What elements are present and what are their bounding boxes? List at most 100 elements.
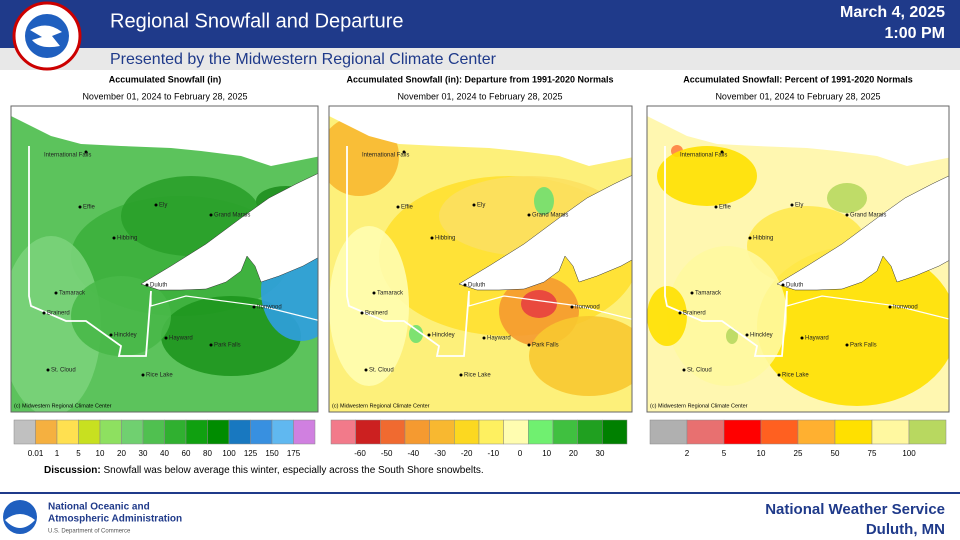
legend-swatch [250,419,273,445]
discussion-label: Discussion: [44,465,101,476]
city-label: Tamarack [377,291,404,297]
noaa-logo [3,500,37,534]
contour [161,296,301,376]
state-border [150,291,318,321]
city-dot [790,203,794,207]
city-dot [46,368,50,372]
city-label: Grand Marais [532,213,568,219]
legend-swatch [454,419,480,445]
legend-label: -40 [408,449,420,458]
city-label: Effie [719,205,732,211]
city-dot [527,343,531,347]
city-dot [682,368,686,372]
legend-label: 100 [902,449,916,458]
legend-swatch [142,419,165,445]
city-dot [209,343,213,347]
city-dot [164,336,168,340]
legend-label: -60 [354,449,366,458]
city-label: St. Cloud [51,368,76,374]
nws-logo [12,1,82,71]
city-dot [109,333,113,337]
city-label: International Falls [680,153,727,159]
city-label: Ironwood [575,305,600,311]
canada [647,106,949,166]
city-dot [141,373,145,377]
lake-superior [458,175,632,291]
legend-swatch [834,419,873,445]
copyright: (c) Midwestern Regional Climate Center [650,403,748,409]
map-fill [329,106,632,412]
city-label: Tamarack [695,291,722,297]
city-label: Hinckley [114,333,137,339]
panel-title: Accumulated Snowfall (in) [109,74,222,84]
legend-swatch [164,419,187,445]
city-label: Effie [401,205,414,211]
city-dot [112,236,116,240]
city-label: Hibbing [435,236,455,242]
time: 1:00 PM [885,25,945,42]
contour [667,246,787,386]
legend-swatch [355,419,381,445]
panel-period: November 01, 2024 to February 28, 2025 [715,91,880,101]
legend-swatch [602,419,628,445]
city-dot [570,305,574,309]
legend-label: 10 [757,449,766,458]
legend-label: 150 [265,449,279,458]
legend-label: -10 [488,449,500,458]
copyright: (c) Midwestern Regional Climate Center [332,403,430,409]
map: International Falls Effie Ely Grand Marais H… [10,105,319,413]
contour [657,146,757,206]
legend-label: -20 [461,449,473,458]
city-dot [459,373,463,377]
legend-label: 10 [542,449,551,458]
legend-swatch [13,419,36,445]
legend-swatch [723,419,762,445]
city-label: International Falls [44,153,91,159]
city-dot [396,205,400,209]
legend-swatch [228,419,251,445]
legend-swatch [121,419,144,445]
city-dot [527,213,531,217]
contour [827,183,867,213]
city-label: Park Falls [532,343,559,349]
city-label: Park Falls [850,343,877,349]
city-label: Ely [477,203,485,209]
state-border [468,291,632,320]
city-dot [430,236,434,240]
noaa-name: Atmospheric Administration [48,514,182,525]
contour [534,187,554,215]
city-dot [678,311,682,315]
panel-period: November 01, 2024 to February 28, 2025 [82,91,247,101]
city-dot [360,311,364,315]
contour [726,328,738,344]
city-dot [690,291,694,295]
map-frame [328,105,633,413]
legend-swatch [185,419,208,445]
legend-swatch [649,419,688,445]
contour [11,236,101,412]
legend-swatch [797,419,836,445]
legend-label: 20 [117,449,126,458]
map: International Falls Effie Ely Grand Marais H… [646,105,950,413]
legend-label: 25 [794,449,803,458]
city-label: Brainerd [365,311,388,317]
city-dot [845,343,849,347]
legend-swatch [528,419,554,445]
canada [329,106,632,166]
legend-label: -30 [434,449,446,458]
city-label: Brainerd [47,311,70,317]
legend-label: 175 [287,449,301,458]
city-dot [781,283,785,287]
map-frame [10,105,319,413]
office: Duluth, MN [866,521,945,538]
legend-swatch [760,419,799,445]
city-dot [720,150,724,154]
legend-swatch [271,419,294,445]
map-fill [647,106,949,412]
legend-swatch [908,419,947,445]
city-label: Rice Lake [782,373,809,379]
map: International Falls Effie Ely Grand Marais H… [328,105,633,413]
city-dot [888,305,892,309]
city-dot [777,373,781,377]
